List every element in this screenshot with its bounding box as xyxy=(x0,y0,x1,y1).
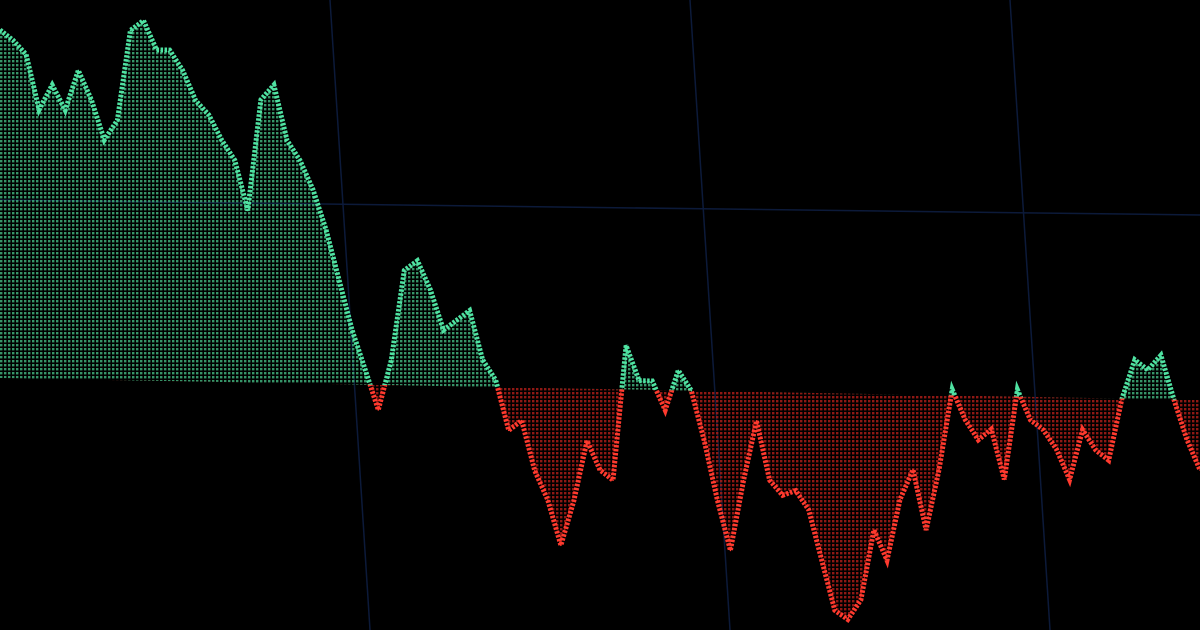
data-point xyxy=(338,279,340,282)
data-point xyxy=(390,359,393,361)
data-point xyxy=(677,369,680,372)
data-point xyxy=(860,598,862,601)
grid-line-vertical xyxy=(689,0,731,630)
data-point xyxy=(533,470,536,472)
data-point xyxy=(25,53,27,56)
negative-area xyxy=(0,378,1200,620)
data-point xyxy=(781,494,784,497)
data-point xyxy=(0,29,1,31)
data-point xyxy=(1094,449,1097,451)
data-point xyxy=(1029,419,1032,421)
data-point xyxy=(560,544,562,547)
data-point xyxy=(1081,429,1084,431)
data-point xyxy=(938,468,940,471)
data-point xyxy=(38,108,40,111)
data-point xyxy=(64,109,67,111)
data-point xyxy=(442,329,445,331)
data-point xyxy=(377,409,380,411)
data-point xyxy=(886,559,888,562)
data-point xyxy=(612,479,614,482)
data-point xyxy=(364,368,367,371)
data-point xyxy=(468,309,471,312)
data-point xyxy=(664,409,667,411)
data-point xyxy=(325,229,327,231)
data-point xyxy=(194,99,197,102)
data-point xyxy=(638,379,640,382)
data-point xyxy=(690,389,693,392)
data-point xyxy=(103,139,106,141)
series-line-negative xyxy=(0,378,1200,624)
data-point xyxy=(716,499,719,501)
data-point xyxy=(1186,438,1188,441)
data-point xyxy=(507,429,510,432)
data-point xyxy=(351,329,353,332)
data-point xyxy=(912,468,914,471)
data-point xyxy=(155,49,158,51)
data-point xyxy=(481,359,484,361)
data-point xyxy=(899,498,901,501)
data-point xyxy=(299,159,301,162)
data-point xyxy=(1133,359,1136,361)
data-point xyxy=(573,499,575,502)
positive-area xyxy=(0,20,1200,400)
data-point xyxy=(220,139,223,141)
data-point xyxy=(1107,459,1110,462)
data-point xyxy=(455,319,458,322)
data-point xyxy=(820,559,823,561)
data-point xyxy=(286,139,288,142)
data-point xyxy=(1160,354,1162,357)
data-point xyxy=(1120,398,1123,401)
data-point xyxy=(12,39,14,42)
data-point xyxy=(77,69,80,72)
data-point xyxy=(873,529,875,531)
data-point xyxy=(312,188,314,191)
data-point xyxy=(90,98,93,101)
data-point xyxy=(599,469,601,471)
data-point xyxy=(142,19,145,22)
data-point xyxy=(429,289,432,291)
data-point xyxy=(494,379,497,381)
data-point xyxy=(768,479,771,481)
data-point xyxy=(547,499,549,501)
data-point xyxy=(1003,478,1006,481)
data-point xyxy=(651,380,653,382)
data-point xyxy=(1147,369,1149,371)
data-point xyxy=(925,529,927,531)
data-point xyxy=(520,419,523,422)
data-point xyxy=(116,119,119,121)
data-point xyxy=(233,159,236,162)
data-point xyxy=(207,114,210,116)
series-line-positive xyxy=(0,16,1200,400)
data-point xyxy=(729,549,732,552)
data-point xyxy=(1042,429,1045,431)
data-point xyxy=(847,618,849,621)
data-point xyxy=(1173,398,1175,401)
data-point xyxy=(586,439,588,442)
data-point xyxy=(1016,388,1019,391)
data-point xyxy=(990,428,993,430)
data-point xyxy=(755,420,758,422)
data-point xyxy=(260,98,262,101)
grid-line-vertical xyxy=(1009,0,1051,630)
data-point xyxy=(951,388,953,391)
data-point xyxy=(703,440,706,442)
data-point xyxy=(977,439,980,441)
data-point xyxy=(625,344,627,347)
data-point xyxy=(129,29,132,32)
data-point xyxy=(416,259,419,262)
data-point xyxy=(794,489,797,492)
data-point xyxy=(247,209,249,212)
data-point xyxy=(51,84,53,86)
data-point xyxy=(168,49,171,51)
data-point xyxy=(807,509,810,511)
data-point xyxy=(964,418,967,421)
data-point xyxy=(273,84,275,86)
data-point xyxy=(742,479,745,482)
data-point xyxy=(1068,478,1071,481)
data-point xyxy=(403,269,406,272)
data-point xyxy=(833,609,836,612)
data-point xyxy=(1055,448,1058,451)
data-point xyxy=(181,69,184,72)
